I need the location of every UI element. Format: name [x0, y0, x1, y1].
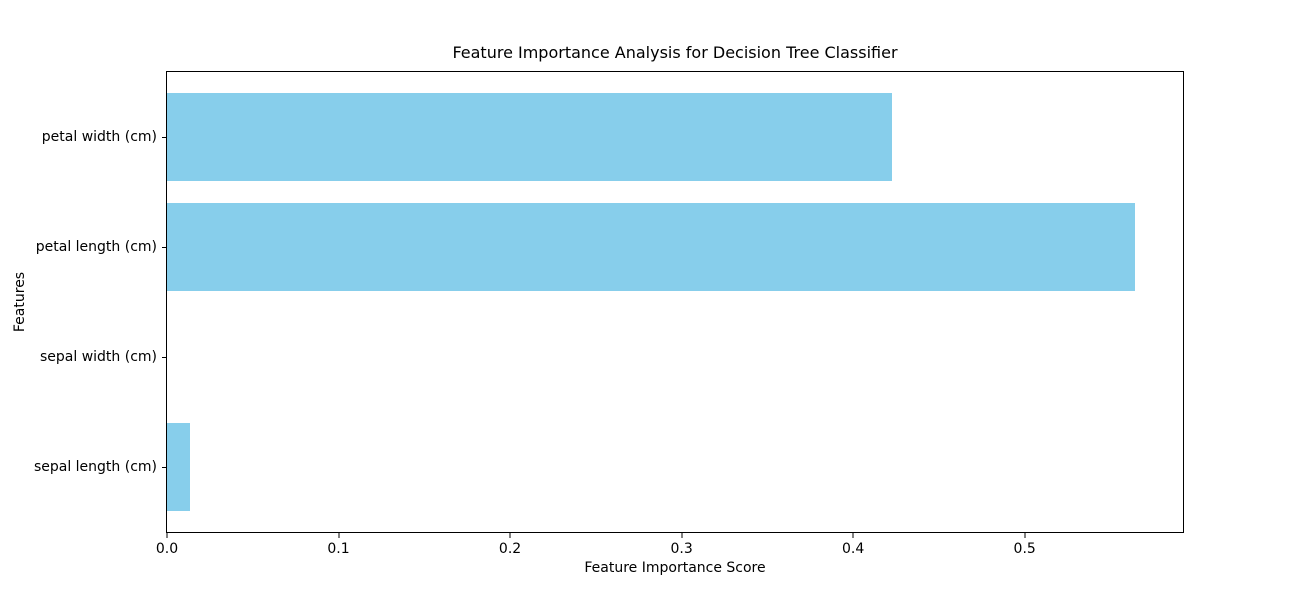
- x-tick-label: 0.5: [1013, 541, 1036, 557]
- x-tick-label: 0.4: [841, 541, 865, 557]
- bar: [167, 423, 190, 512]
- y-axis-label: Features: [12, 271, 28, 333]
- x-tick-mark: [1024, 533, 1026, 538]
- x-tick-label: 0.1: [327, 541, 350, 557]
- chart-title: Feature Importance Analysis for Decision…: [452, 43, 898, 62]
- x-tick-label: 0.3: [670, 541, 693, 557]
- y-tick-label: sepal length (cm): [33, 459, 157, 476]
- y-tick-mark: [162, 246, 167, 248]
- x-tick-label: 0.0: [155, 541, 179, 557]
- y-tick-mark: [162, 467, 167, 469]
- x-tick-mark: [338, 533, 340, 538]
- y-tick-label: petal length (cm): [35, 238, 157, 255]
- x-tick-label: 0.2: [498, 541, 522, 557]
- x-tick-mark: [852, 533, 854, 538]
- y-tick-label: petal width (cm): [41, 128, 157, 145]
- bar: [167, 92, 892, 181]
- x-tick-mark: [166, 533, 168, 538]
- bar: [167, 202, 1135, 291]
- y-tick-mark: [162, 136, 167, 138]
- y-tick-label: sepal width (cm): [39, 349, 157, 366]
- x-axis-label: Feature Importance Score: [584, 560, 766, 576]
- x-tick-mark: [509, 533, 511, 538]
- y-tick-mark: [162, 357, 167, 359]
- x-tick-mark: [681, 533, 683, 538]
- plot-area: petal width (cm) petal length (cm) sepal w…: [34, 71, 1184, 557]
